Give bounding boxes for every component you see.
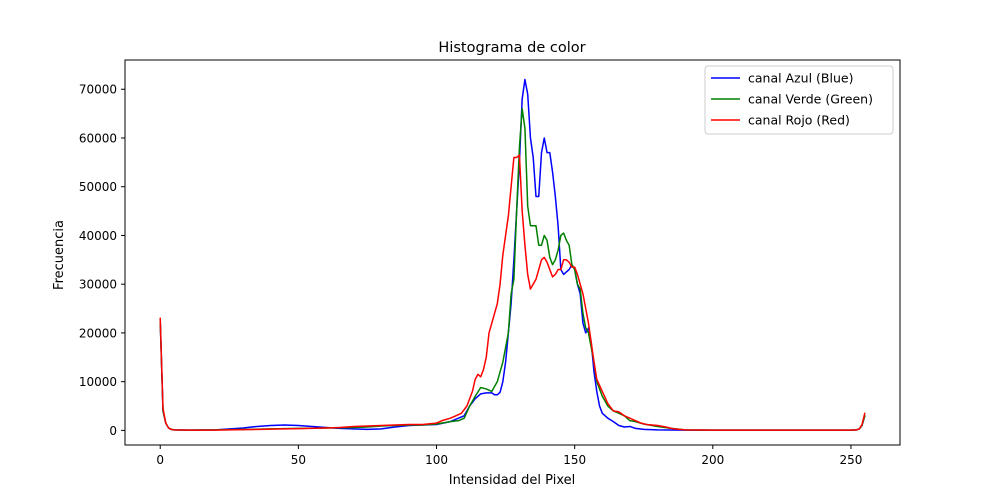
y-tick-label: 30000 (79, 278, 117, 292)
y-tick-label: 60000 (79, 131, 117, 145)
legend-label-2: canal Rojo (Red) (748, 113, 850, 128)
x-tick-label: 150 (563, 453, 586, 467)
x-tick-label: 250 (840, 453, 863, 467)
x-axis-label: Intensidad del Pixel (449, 473, 575, 488)
x-tick-label: 100 (425, 453, 448, 467)
legend: canal Azul (Blue) canal Verde (Green) cana… (704, 65, 894, 135)
chart-title: Histograma de color (438, 40, 585, 56)
y-tick-label: 20000 (79, 326, 117, 340)
y-tick-label: 10000 (79, 375, 117, 389)
x-tick-label: 50 (291, 453, 306, 467)
y-tick-label: 70000 (79, 83, 117, 97)
legend-box (704, 65, 894, 135)
series-line-1 (159, 107, 866, 431)
series-line-2 (159, 154, 866, 431)
legend-label-1: canal Verde (Green) (748, 92, 873, 107)
y-axis: 0 10000 20000 30000 40000 50000 60000 70000 (79, 83, 125, 438)
plot-frame (124, 59, 901, 446)
series-layer (159, 78, 866, 431)
legend-label-0: canal Azul (Blue) (748, 71, 853, 86)
x-axis: 0 50 100 150 200 250 (156, 445, 862, 467)
legend-items: canal Azul (Blue) canal Verde (Green) cana… (711, 71, 873, 128)
x-tick-label: 200 (701, 453, 724, 467)
y-tick-label: 40000 (79, 229, 117, 243)
x-tick-label: 0 (156, 453, 164, 467)
y-axis-label: Frecuencia (52, 220, 67, 290)
y-tick-label: 50000 (79, 180, 117, 194)
y-tick-label: 0 (109, 424, 117, 438)
